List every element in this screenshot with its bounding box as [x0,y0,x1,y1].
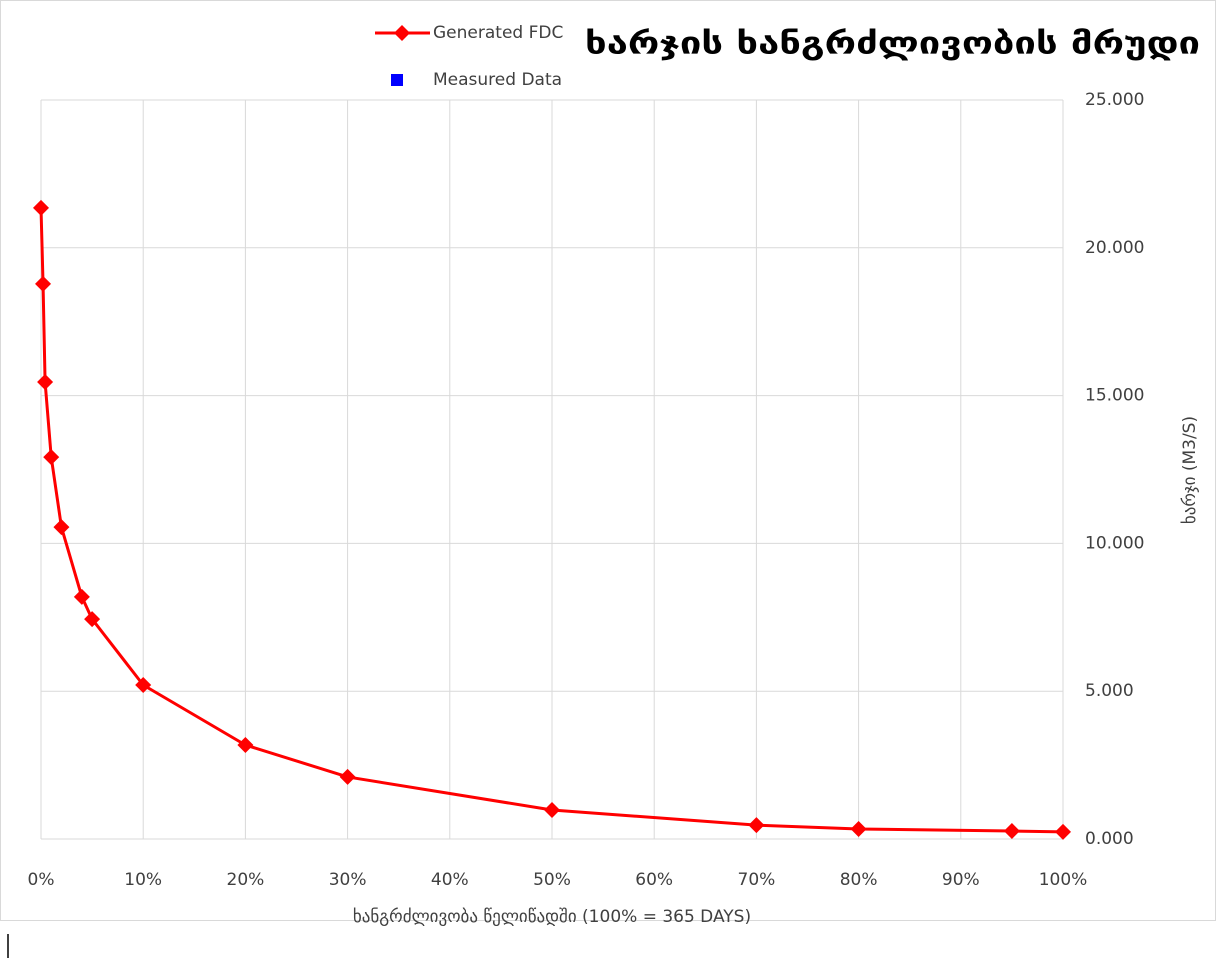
marker [544,802,560,819]
y-tick-label: 15.000 [1085,386,1144,406]
x-tick-label: 40% [431,870,469,890]
marker [850,820,867,837]
y-axis-label: ხარჯი (M3/S) [1180,416,1200,524]
marker [135,676,152,693]
marker [1055,823,1071,840]
legend-marker [394,25,410,41]
marker [35,275,52,292]
x-tick-label: 80% [840,870,878,890]
marker [43,449,60,466]
legend-marker [391,74,403,86]
marker [33,199,49,216]
x-tick-label: 50% [533,870,571,890]
marker [748,817,765,834]
marker [53,519,70,536]
y-tick-label: 10.000 [1085,533,1144,553]
marker [84,611,101,628]
y-tick-label: 20.000 [1085,238,1144,258]
marker [37,374,54,391]
legend-label: Generated FDC [433,23,563,43]
x-tick-label: 70% [738,870,776,890]
y-tick-label: 5.000 [1085,681,1134,701]
chart-title: ხარჯის ხანგრძლივობის მრუდი [585,27,1200,62]
marker [73,588,90,605]
marker [237,736,254,753]
marker [1003,823,1020,840]
y-tick-label: 25.000 [1085,90,1144,110]
x-tick-label: 90% [942,870,980,890]
x-tick-label: 0% [28,870,55,890]
x-tick-label: 60% [635,870,673,890]
chart-border [0,0,1216,921]
x-axis-label: ხანგრძლივობა წელიწადში (100% = 365 DAYS) [353,907,751,927]
x-tick-label: 20% [227,870,265,890]
marker [339,768,356,785]
x-tick-label: 30% [329,870,367,890]
x-tick-label: 10% [124,870,162,890]
y-tick-label: 0.000 [1085,829,1134,849]
x-tick-label: 100% [1039,870,1088,890]
legend-label: Measured Data [433,70,562,90]
